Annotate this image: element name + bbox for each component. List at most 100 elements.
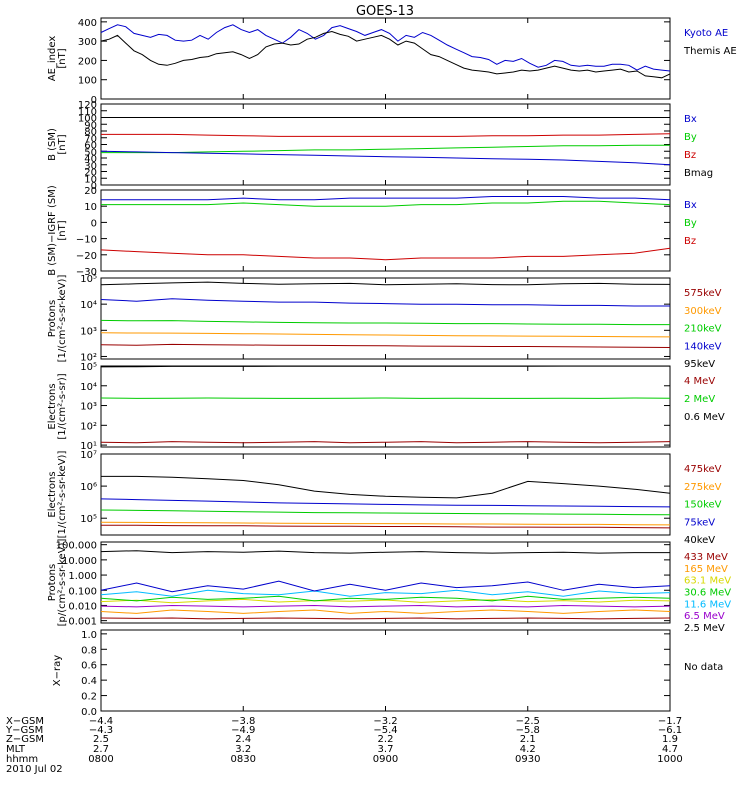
ytick-label: 10³ bbox=[80, 326, 97, 337]
footer-value: 0800 bbox=[88, 754, 113, 765]
series-line-blue-noise bbox=[100, 580, 671, 593]
series-line-165-mev bbox=[100, 609, 671, 614]
legend-entry: 75keV bbox=[684, 517, 715, 528]
ytick-label: 90 bbox=[84, 120, 97, 131]
ytick-label: 20 bbox=[84, 186, 97, 197]
ylabel: X−ray bbox=[52, 655, 63, 686]
legend-entry: 300keV bbox=[684, 306, 722, 317]
series-line-bx bbox=[101, 196, 671, 201]
series-line-63-1-mev bbox=[100, 598, 671, 604]
series-line-2-5-mev bbox=[100, 550, 670, 554]
legend-entry: 2.5 MeV bbox=[684, 623, 725, 634]
series-line-by bbox=[101, 200, 671, 207]
panel-electrons_low: 10⁵ 10⁶ 10⁷ Electrons [1/(cm²-s-sr-keV)] 475k… bbox=[47, 450, 722, 546]
legend-entry: 150keV bbox=[684, 500, 722, 511]
series-line-433-mev bbox=[100, 617, 671, 620]
ytick-label: 0 bbox=[91, 95, 97, 106]
ylabel: Electrons bbox=[47, 383, 58, 429]
legend-entry: 165 MeV bbox=[684, 564, 728, 575]
panel-frame bbox=[100, 189, 671, 272]
ytick-label: 20 bbox=[84, 168, 97, 179]
footer-value: 1.9 bbox=[662, 734, 678, 745]
ytick-label: 10¹ bbox=[80, 441, 97, 452]
footer-row-label: hhmm bbox=[6, 754, 38, 765]
ylabel: Electrons bbox=[47, 471, 58, 517]
legend-entry: Kyoto AE bbox=[684, 28, 728, 39]
ytick-label: −10 bbox=[76, 235, 97, 246]
ylabel: [p/(cm²-s-sr-keV)] bbox=[57, 539, 68, 627]
legend-entry: Bx bbox=[684, 200, 697, 211]
legend-entry: Bmag bbox=[684, 168, 713, 179]
series-line-95kev bbox=[100, 281, 671, 286]
legend-entry: 4 MeV bbox=[684, 376, 715, 387]
ytick-label: 80 bbox=[84, 127, 97, 138]
series-line-by bbox=[101, 144, 670, 154]
footer-value: −6.1 bbox=[658, 725, 682, 736]
ytick-label: 400 bbox=[78, 18, 97, 29]
ytick-label: 100 bbox=[78, 76, 97, 87]
series-line-bz bbox=[100, 247, 671, 261]
ylabel: B (SM) bbox=[47, 128, 58, 161]
series-line-40kev bbox=[101, 475, 671, 499]
footer-value: −3.2 bbox=[373, 716, 397, 727]
panel-frame bbox=[100, 365, 671, 448]
panel-ae: 0 100 200 300 400 AE_index [nT] Kyoto AE Themis … bbox=[47, 17, 737, 106]
ytick-label: 10³ bbox=[80, 402, 97, 413]
footer-value: 4.7 bbox=[662, 744, 678, 755]
legend-entry: 475keV bbox=[684, 464, 722, 475]
footer-value: 2.7 bbox=[93, 744, 109, 755]
footer-value: 2.2 bbox=[378, 734, 394, 745]
legend-entry: 95keV bbox=[684, 359, 715, 370]
ytick-label: 0 bbox=[91, 218, 97, 229]
panel-xray: 0.0 0.2 0.4 0.6 0.8 1.0 X−ray No data bbox=[52, 629, 723, 718]
series-line-11-6-mev bbox=[100, 589, 671, 597]
ytick-label: 10 bbox=[84, 202, 97, 213]
ylabel: [1/(cm²-s-sr-keV)] bbox=[57, 275, 68, 363]
legend-entry: Bz bbox=[684, 236, 696, 247]
legend-entry: 40keV bbox=[684, 535, 715, 546]
ytick-label: 110 bbox=[78, 107, 97, 118]
panel-electrons_high: 10¹ 10² 10³ 10⁴ 10⁵ Electrons [1/(cm²-s-sr)] 4 … bbox=[47, 362, 725, 452]
ytick-label: 0.6 bbox=[81, 661, 97, 672]
legend-entry: By bbox=[684, 132, 697, 143]
ytick-label: 10² bbox=[80, 352, 97, 363]
ytick-label: 1.000 bbox=[68, 571, 97, 582]
ylabel: [nT] bbox=[57, 220, 68, 240]
ytick-label: −30 bbox=[76, 267, 97, 278]
legend-entry: 11.6 MeV bbox=[684, 599, 731, 610]
legend-entry: 575keV bbox=[684, 288, 722, 299]
footer-value: 0930 bbox=[515, 754, 540, 765]
ylabel: Protons bbox=[47, 300, 58, 337]
ytick-label: 10 bbox=[84, 174, 97, 185]
legend-entry: 140keV bbox=[684, 341, 722, 352]
footer-value: 4.2 bbox=[520, 744, 536, 755]
ytick-label: 10⁷ bbox=[80, 450, 97, 461]
footer-value: −2.5 bbox=[516, 716, 540, 727]
ytick-label: 50 bbox=[84, 147, 97, 158]
panel-frame bbox=[100, 629, 671, 712]
series-line-475kev bbox=[101, 524, 671, 529]
series-line-4-mev bbox=[100, 441, 671, 444]
series-line-bx bbox=[100, 150, 671, 166]
ytick-label: 0.001 bbox=[68, 617, 97, 628]
legend-entry: By bbox=[684, 218, 697, 229]
footer-value: −4.3 bbox=[89, 725, 113, 736]
panel-protons_high: 0.001 0.010 0.100 1.000 10.000 100.000 Protons… bbox=[47, 539, 731, 634]
ylabel: [1/(cm²-s-sr-keV)] bbox=[57, 451, 68, 539]
legend-entry: 275keV bbox=[684, 482, 722, 493]
series-line-6-5-mev bbox=[100, 604, 671, 608]
footer-value: 3.2 bbox=[235, 744, 251, 755]
ytick-label: 0.010 bbox=[68, 601, 97, 612]
ytick-label: 10⁴ bbox=[80, 300, 97, 311]
series-line-75kev bbox=[100, 498, 671, 508]
legend-entry: Bz bbox=[684, 150, 696, 161]
footer-value: 2.5 bbox=[93, 734, 109, 745]
legend-entry: 30.6 MeV bbox=[684, 588, 731, 599]
ytick-label: 0.100 bbox=[68, 586, 97, 597]
legend-entry: 63.1 MeV bbox=[684, 576, 731, 587]
legend-entry: Themis AE bbox=[683, 46, 737, 57]
ytick-label: 100 bbox=[78, 114, 97, 125]
